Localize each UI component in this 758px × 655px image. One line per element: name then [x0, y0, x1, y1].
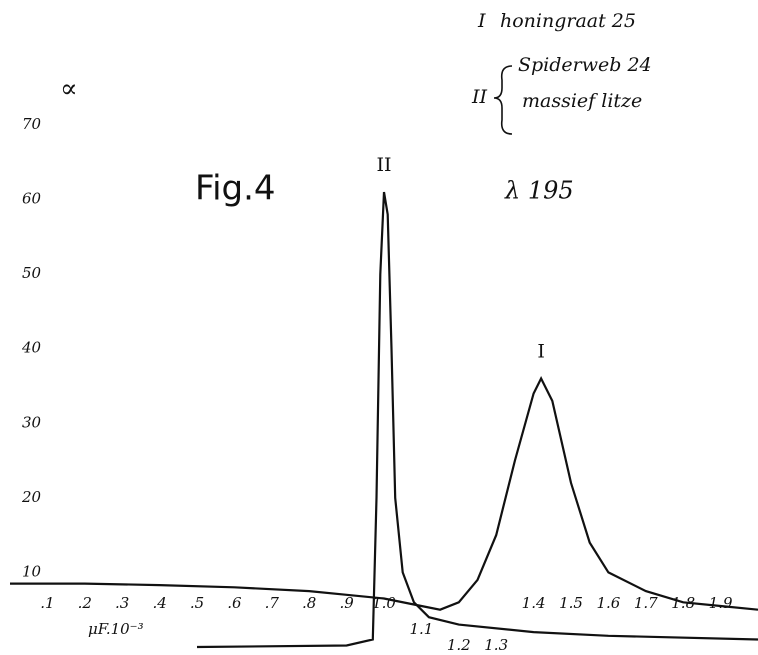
x-tick-label: 1.6 — [596, 594, 620, 612]
x-tick-label: 1.7 — [634, 594, 658, 612]
x-tick-label: .7 — [265, 594, 280, 612]
x-tick-label: 1.4 — [522, 594, 546, 612]
x-tick-label: .1 — [40, 594, 54, 612]
legend-note: Spiderweb 24 — [518, 54, 652, 76]
peak-label: II — [376, 154, 391, 176]
x-tick-label: 1.5 — [559, 594, 583, 612]
y-axis-label: ∝ — [60, 74, 78, 104]
legend-series-name: II — [471, 86, 488, 108]
series-line — [10, 376, 758, 611]
legend-note: massief litze — [522, 90, 642, 112]
peak-label: I — [537, 341, 545, 363]
x-tick-label: .8 — [302, 594, 316, 612]
y-tick-label: 10 — [22, 562, 42, 580]
x-tick-label: .3 — [115, 594, 129, 612]
chart-title: Fig.4 — [195, 169, 276, 209]
y-tick-label: 70 — [22, 115, 42, 133]
legend-note: honingraat 25 — [500, 10, 636, 32]
y-tick-label: 20 — [21, 488, 42, 506]
annotation: λ 195 — [504, 177, 574, 205]
y-tick-label: 30 — [22, 413, 42, 431]
x-tick-label: .5 — [190, 594, 204, 612]
y-tick-label: 60 — [22, 190, 42, 208]
x-tick-label: .6 — [227, 594, 242, 612]
series-line — [196, 191, 758, 649]
x-tick-label: 1.9 — [709, 594, 733, 612]
y-tick-label: 40 — [21, 339, 42, 357]
brace — [493, 65, 513, 135]
legend-series-name: I — [477, 10, 486, 32]
x-tick-label: .9 — [339, 594, 354, 612]
x-tick-label: .4 — [152, 594, 166, 612]
x-axis-label: μF.10⁻³ — [88, 620, 144, 638]
y-tick-label: 50 — [22, 264, 42, 282]
x-tick-label: 1.1 — [409, 620, 433, 638]
x-tick-label: 1.3 — [484, 636, 508, 654]
x-tick-label: .2 — [78, 594, 92, 612]
x-tick-label: 1.2 — [447, 636, 471, 654]
